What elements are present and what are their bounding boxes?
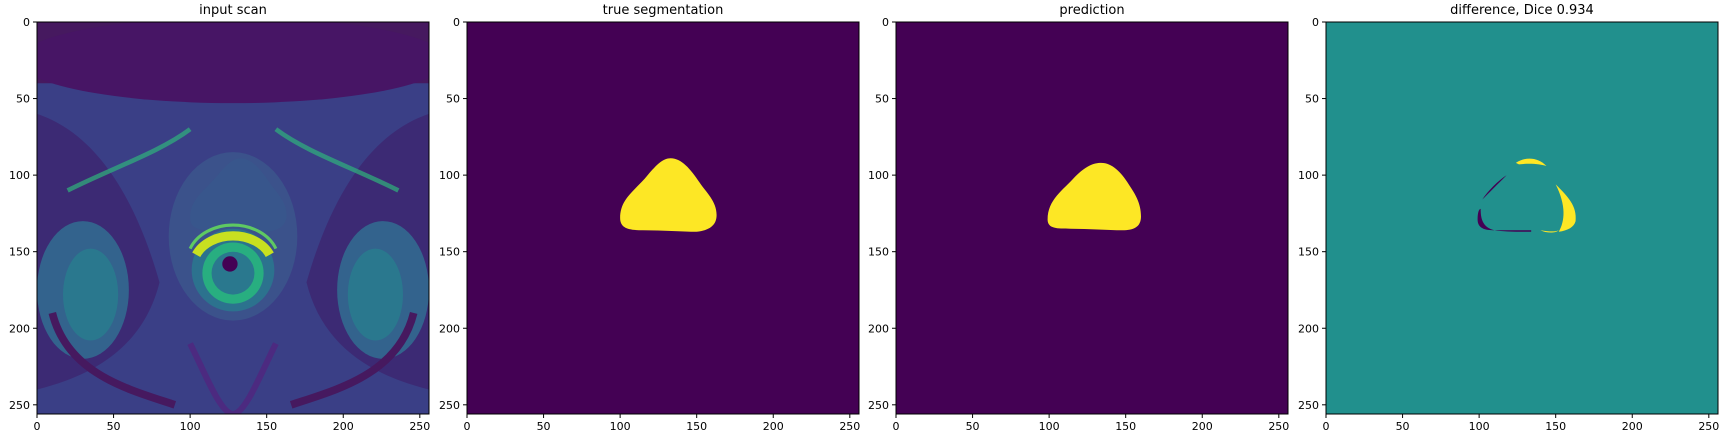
panel-title: true segmentation [602,3,724,18]
image-area: 0 0 50 50 100 100 150 150 200 200 250 250 [868,16,1289,432]
y-tick-label: 100 [1298,169,1319,182]
y-tick-label: 250 [439,399,460,412]
x-tick-label: 200 [1192,420,1213,432]
image-area: 0 0 50 50 100 100 150 150 200 200 250 250 [439,16,860,432]
x-tick-label: 0 [893,420,900,432]
y-tick-label: 250 [1298,399,1319,412]
panel-title: prediction [1059,3,1125,18]
true-segmentation-image: 0 0 50 50 100 100 150 150 200 200 250 250 [439,16,860,432]
x-tick-label: 100 [1039,420,1060,432]
y-tick-label: 100 [439,169,460,182]
y-tick-label: 150 [439,246,460,259]
y-tick-label: 250 [868,399,889,412]
x-tick-label: 200 [333,420,354,432]
x-tick-label: 150 [256,420,277,432]
y-tick-label: 50 [875,93,889,106]
y-tick-label: 0 [23,16,30,29]
y-tick-label: 250 [9,399,30,412]
y-tick-label: 50 [1305,93,1319,106]
y-tick-label: 100 [9,169,30,182]
y-tick-label: 200 [1298,322,1319,335]
y-tick-label: 150 [868,246,889,259]
y-tick-label: 50 [16,93,30,106]
x-tick-label: 150 [1545,420,1566,432]
x-tick-label: 250 [839,420,860,432]
x-tick-label: 200 [1622,420,1643,432]
y-tick-label: 0 [882,16,889,29]
panel-title: input scan [199,3,267,18]
x-tick-label: 250 [1698,420,1719,432]
x-tick-label: 100 [610,420,631,432]
input-scan-image: 0 0 50 50 100 100 150 150 200 200 250 250 [9,16,430,432]
x-tick-label: 100 [180,420,201,432]
image-area: 0 0 50 50 100 100 150 150 200 200 250 250 [1298,16,1719,432]
x-tick-label: 200 [763,420,784,432]
x-tick-label: 50 [537,420,551,432]
x-tick-label: 50 [966,420,980,432]
prediction-image: 0 0 50 50 100 100 150 150 200 200 250 250 [868,16,1289,432]
x-tick-label: 50 [1396,420,1410,432]
x-tick-label: 150 [686,420,707,432]
y-tick-label: 200 [9,322,30,335]
image-area: 0 0 50 50 100 100 150 150 200 200 250 250 [9,16,430,432]
x-tick-label: 150 [1115,420,1136,432]
y-tick-label: 200 [439,322,460,335]
y-tick-label: 200 [868,322,889,335]
y-tick-label: 150 [1298,246,1319,259]
x-tick-label: 100 [1469,420,1490,432]
x-tick-label: 250 [409,420,430,432]
x-tick-label: 50 [107,420,121,432]
x-tick-label: 0 [464,420,471,432]
y-tick-label: 0 [1312,16,1319,29]
x-tick-label: 250 [1268,420,1289,432]
y-tick-label: 100 [868,169,889,182]
y-tick-label: 150 [9,246,30,259]
y-tick-label: 0 [453,16,460,29]
difference-image: 0 0 50 50 100 100 150 150 200 200 250 250 [1298,16,1719,432]
x-tick-label: 0 [34,420,41,432]
panel-title: difference, Dice 0.934 [1450,3,1594,18]
y-tick-label: 50 [446,93,460,106]
x-tick-label: 0 [1323,420,1330,432]
